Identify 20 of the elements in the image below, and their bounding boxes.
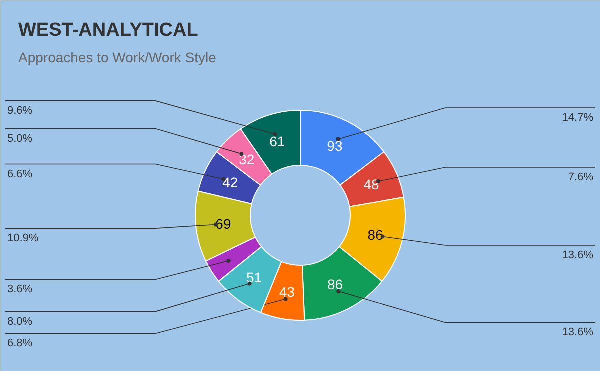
data-label: 42: [222, 174, 238, 190]
text: 9.6%: [8, 104, 33, 117]
text: 13.6%: [562, 250, 594, 262]
data-label: 43: [279, 284, 296, 300]
text: 10.9%: [8, 232, 39, 245]
data-label: 93: [327, 138, 343, 154]
text: 6.8%: [8, 338, 33, 350]
text: 13.6%: [562, 326, 594, 339]
chart-subtitle: Approaches to Work/Work Style: [18, 50, 217, 66]
data-label: 61: [270, 134, 286, 150]
data-label: 51: [246, 270, 262, 286]
text: 14.7%: [562, 112, 594, 124]
data-label: 86: [328, 276, 344, 293]
data-label: 32: [239, 151, 255, 168]
text: 3.6%: [8, 284, 33, 296]
text: 5.0%: [8, 132, 33, 145]
text: 7.6%: [568, 172, 594, 184]
chart-title: WEST-ANALYTICAL: [18, 20, 199, 41]
text: 6.6%: [8, 168, 33, 180]
text: 8.0%: [8, 316, 33, 328]
